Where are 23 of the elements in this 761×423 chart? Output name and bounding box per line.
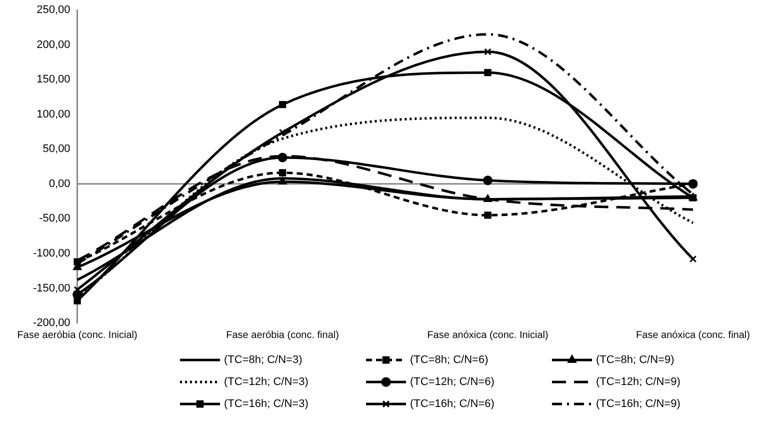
- y-tick-label: 100,00: [36, 108, 70, 120]
- legend-label: (TC=16h; C/N=6): [410, 398, 494, 410]
- legend-label: (TC=12h; C/N=6): [410, 376, 494, 388]
- x-tick-label: Fase anóxica (conc. final): [636, 330, 750, 341]
- legend-label: (TC=8h; C/N=6): [410, 354, 488, 366]
- y-tick-label: 0,00: [48, 178, 70, 190]
- legend-label: (TC=16h; C/N=9): [596, 398, 680, 410]
- y-tick-label: 150,00: [36, 74, 70, 86]
- y-tick-label: -200,00: [32, 317, 70, 330]
- legend-label: (TC=16h; C/N=3): [224, 398, 308, 410]
- x-tick-label: Fase anóxica (conc. Inicial): [427, 330, 548, 341]
- y-tick-label: 200,00: [36, 38, 70, 51]
- x-tick-label: Fase aeróbia (conc. final): [226, 330, 339, 341]
- legend-label: (TC=8h; C/N=9): [596, 354, 674, 366]
- x-tick-label: Fase aeróbia (conc. Inicial): [17, 330, 138, 341]
- legend-label: (TC=12h; C/N=9): [596, 376, 680, 388]
- y-tick-label: -50,00: [39, 212, 70, 225]
- legend-label: (TC=8h; C/N=3): [224, 354, 302, 366]
- y-tick-label: 50,00: [42, 143, 70, 156]
- y-tick-label: 250,00: [36, 4, 70, 16]
- y-tick-label: -100,00: [32, 247, 70, 260]
- y-tick-label: -150,00: [32, 282, 70, 294]
- legend-label: (TC=12h; C/N=3): [224, 376, 308, 388]
